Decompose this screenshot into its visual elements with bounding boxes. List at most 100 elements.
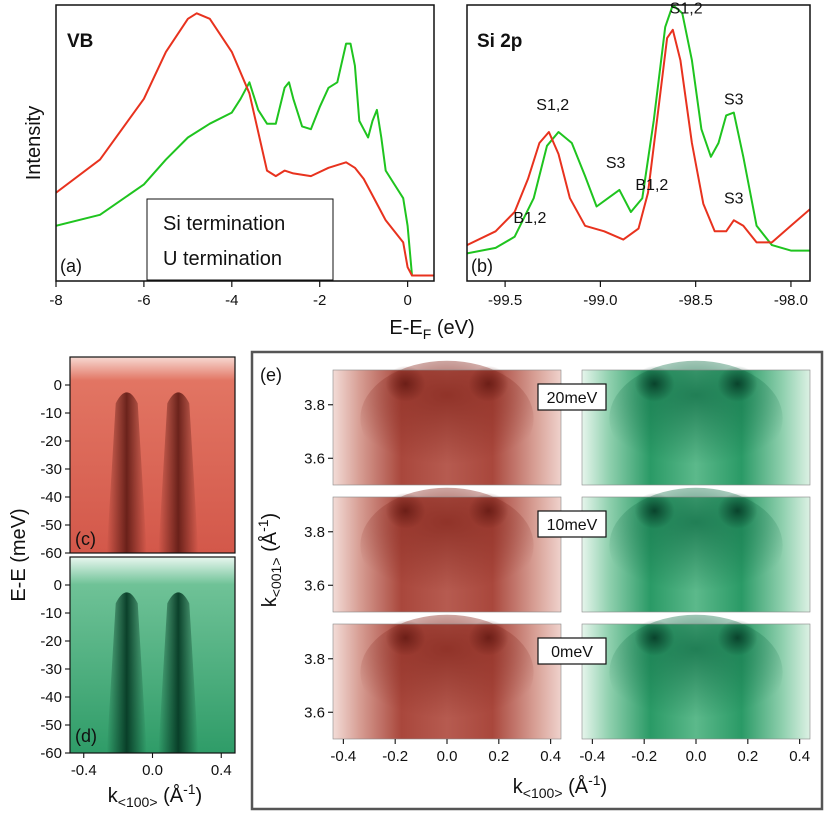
y-tick-label-e: 3.6 [304, 577, 325, 594]
energy-slice-text: 0meV [551, 644, 593, 661]
x-tick-label-e: 0.4 [789, 748, 810, 765]
x-tick-label-b: -99.0 [583, 292, 617, 309]
si-dispersion-y-ticks: 0 -10 -20 -30 -40 -50 -60 [40, 577, 70, 762]
band-right [158, 592, 199, 753]
peak-annotation: S3 [724, 191, 744, 208]
map-bowl [609, 360, 783, 476]
map-hotspot-right [468, 619, 509, 656]
x-tick-label-e: -0.2 [382, 748, 408, 765]
peak-annotation: B1,2 [635, 177, 668, 194]
energy-slice-text: 20meV [547, 390, 598, 407]
legend-si-termination: Si termination [163, 213, 285, 235]
vb-title: VB [67, 31, 93, 52]
energy-slice-box [537, 637, 607, 665]
y-tick-label-c: -30 [40, 461, 62, 478]
map-bowl [609, 487, 783, 603]
vb-x-ticks: -8 -6 -4 -2 0 [49, 281, 412, 309]
fermi-map-si-0meV [581, 614, 811, 740]
panel-label-c: (c) [75, 529, 96, 549]
fermi-map-y-ticks: 3.8 3.6 3.8 3.6 3.8 3.6 [304, 397, 333, 721]
si2p-peak-annotations: S1,2 S3 S1,2 S3 B1,2 B1,2 S3 [513, 0, 743, 227]
y-tick-label-d: -60 [40, 745, 62, 762]
x-tick-label-a: -8 [49, 292, 62, 309]
y-tick-label-d: -20 [40, 633, 62, 650]
y-tick-label-d: 0 [54, 577, 62, 594]
fermi-map-u-10meV [332, 487, 562, 613]
map-frame [581, 369, 811, 486]
k100-axis-label-e: k<100> (Å-1) [513, 772, 607, 801]
fermi-map-grid: 20meV 10meV 0meV [332, 360, 811, 740]
map-hotspot-right [468, 492, 509, 529]
map-hotspot-left [385, 365, 426, 402]
si-dispersion-bands [106, 592, 199, 753]
band-left [106, 592, 147, 753]
legend-u-termination: U termination [163, 248, 282, 270]
y-tick-label-c: -10 [40, 405, 62, 422]
y-tick-label-d: -10 [40, 605, 62, 622]
x-tick-label-d: 0.4 [211, 762, 232, 779]
si2p-axes-frame [466, 4, 811, 282]
u-dispersion-background [70, 357, 235, 553]
peak-annotation: S1,2 [536, 97, 569, 114]
y-tick-label-e: 3.6 [304, 450, 325, 467]
u-dispersion-frame [69, 356, 236, 554]
y-tick-label-c: -40 [40, 489, 62, 506]
fermi-map-si-20meV [581, 360, 811, 486]
x-tick-label-a: 0 [403, 292, 411, 309]
y-tick-label-e: 3.8 [304, 524, 325, 541]
fermi-map-u-0meV [332, 614, 562, 740]
y-tick-label-c: -20 [40, 433, 62, 450]
si-dispersion-background [70, 557, 235, 753]
vb-legend: Si termination U termination [146, 198, 334, 281]
vb-series-group [56, 12, 434, 277]
vb-spectrum-panel: Intensity -8 -6 -4 -2 0 VB (a) Si terminatio… [23, 4, 435, 309]
peak-annotation: B1,2 [513, 210, 546, 227]
peak-annotation: S3 [606, 155, 626, 172]
y-tick-label-e: 3.8 [304, 397, 325, 414]
y-tick-label-d: -30 [40, 661, 62, 678]
map-hotspot-right [717, 492, 758, 529]
map-bowl [360, 360, 534, 476]
peak-annotation: S1,2 [670, 0, 703, 17]
y-tick-label-e: 3.8 [304, 651, 325, 668]
k001-axis-label: k<001> (Å-1) [255, 513, 284, 607]
si-dispersion-panel: 0 -10 -20 -30 -40 -50 -60 -0.4 0.0 0.4 (d) [40, 556, 236, 779]
y-tick-label-c: -50 [40, 517, 62, 534]
map-hotspot-right [717, 619, 758, 656]
si2p-series-group [467, 5, 810, 255]
x-tick-label-b: -99.5 [488, 292, 522, 309]
y-tick-label-c: 0 [54, 377, 62, 394]
x-tick-label-e: -0.4 [579, 748, 605, 765]
legend-box [146, 198, 334, 281]
panel-label-e: (e) [260, 365, 282, 385]
band-left [106, 392, 147, 553]
band-right [158, 392, 199, 553]
y-tick-label-e: 3.6 [304, 704, 325, 721]
u-dispersion-bands [106, 392, 199, 553]
x-tick-label-d: -0.4 [71, 762, 97, 779]
x-tick-label-e: -0.4 [330, 748, 356, 765]
x-tick-label-a: -6 [137, 292, 150, 309]
map-bowl [360, 487, 534, 603]
map-hotspot-left [634, 365, 675, 402]
panel-label-a: (a) [60, 256, 82, 276]
si2p-x-ticks: -99.5 -99.0 -98.5 -98.0 [488, 281, 808, 309]
series-line-u-b [467, 28, 810, 247]
panel-label-b: (b) [471, 256, 493, 276]
si2p-spectrum-panel: -99.5 -99.0 -98.5 -98.0 S1,2 S3 S1,2 S3 B1,2 B1,… [466, 0, 811, 309]
x-tick-label-e: 0.0 [686, 748, 707, 765]
y-tick-label-d: -40 [40, 689, 62, 706]
map-hotspot-left [634, 619, 675, 656]
panel-label-d: (d) [75, 726, 97, 746]
map-hotspot-left [385, 619, 426, 656]
x-tick-label-e: 0.2 [488, 748, 509, 765]
y-tick-label-c: -60 [40, 545, 62, 562]
u-dispersion-panel: 0 -10 -20 -30 -40 -50 -60 (c) [40, 356, 236, 562]
x-tick-label-a: -2 [313, 292, 326, 309]
energy-slice-label: 10meV [537, 510, 607, 538]
y-tick-label-d: -50 [40, 717, 62, 734]
fermi-map-x-ticks: -0.4 -0.2 0.0 0.2 0.4 -0.4 -0.2 0.0 0.2 0.4 [330, 739, 810, 765]
peak-annotation: S3 [724, 91, 744, 108]
x-tick-label-e: 0.0 [437, 748, 458, 765]
